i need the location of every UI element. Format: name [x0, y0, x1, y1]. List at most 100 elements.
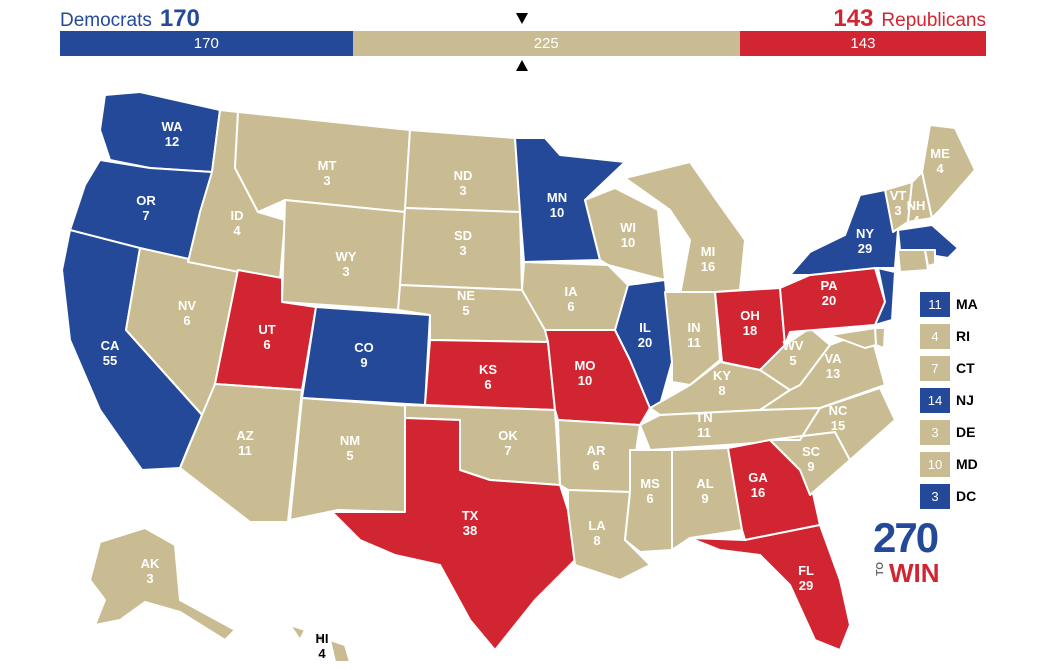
- state-ev: 9: [701, 491, 708, 506]
- state-label-ia: IA6: [565, 284, 579, 314]
- small-state-dc[interactable]: 3 DC: [920, 480, 978, 512]
- state-nj[interactable]: [874, 267, 896, 326]
- state-abbr: TN: [695, 410, 712, 425]
- state-abbr: OH: [740, 308, 760, 323]
- state-abbr: NY: [856, 226, 874, 241]
- state-abbr: CA: [101, 338, 120, 353]
- state-label-sd: SD3: [454, 228, 472, 258]
- state-ev: 9: [360, 355, 367, 370]
- state-ev: 3: [323, 173, 330, 188]
- state-fl[interactable]: [689, 524, 851, 651]
- majority-marker-up-icon: [516, 60, 528, 71]
- state-label-ms: MS6: [640, 476, 660, 506]
- state-ct[interactable]: [897, 249, 929, 273]
- small-state-ct[interactable]: 7 CT: [920, 352, 978, 384]
- state-ev: 4: [233, 223, 241, 238]
- state-ev: 4: [936, 161, 944, 176]
- 270towin-logo[interactable]: 270 TO WIN: [873, 516, 943, 589]
- state-ev: 6: [484, 377, 491, 392]
- state-abbr: IA: [565, 284, 579, 299]
- state-abbr: GA: [748, 470, 768, 485]
- small-state-ma[interactable]: 11 MA: [920, 288, 978, 320]
- state-az[interactable]: [179, 383, 303, 523]
- state-abbr: FL: [798, 563, 814, 578]
- state-label-hi: HI4: [316, 631, 329, 661]
- state-abbr: PA: [820, 278, 838, 293]
- state-ev: 3: [342, 264, 349, 279]
- state-ev: 38: [463, 523, 477, 538]
- state-tx[interactable]: [331, 417, 576, 651]
- state-ev: 8: [593, 533, 600, 548]
- republicans-total: 143 Republicans: [833, 5, 986, 33]
- state-hi[interactable]: [289, 624, 351, 663]
- state-ny[interactable]: [789, 189, 899, 276]
- democrats-count: 170: [159, 5, 200, 32]
- state-abbr: AZ: [236, 428, 253, 443]
- state-ak[interactable]: [89, 527, 236, 641]
- state-abbr: CO: [354, 340, 374, 355]
- state-abbr: MO: [575, 358, 596, 373]
- state-abbr: AK: [141, 556, 160, 571]
- state-abbr: WI: [620, 220, 636, 235]
- state-ev: 7: [142, 208, 149, 223]
- small-state-ev: 10: [920, 451, 950, 477]
- state-abbr: IL: [639, 320, 651, 335]
- small-state-abbr: RI: [956, 328, 970, 344]
- state-abbr: OR: [136, 193, 156, 208]
- small-state-md[interactable]: 10 MD: [920, 448, 978, 480]
- state-label-ks: KS6: [479, 362, 497, 392]
- state-label-ak: AK3: [141, 556, 160, 586]
- state-al[interactable]: [671, 447, 743, 551]
- state-abbr: LA: [588, 518, 606, 533]
- state-abbr: MN: [547, 190, 567, 205]
- state-abbr: AL: [696, 476, 713, 491]
- state-ev: 29: [858, 241, 872, 256]
- state-label-mt: MT3: [318, 158, 337, 188]
- state-ev: 18: [743, 323, 757, 338]
- small-state-abbr: DC: [956, 488, 977, 504]
- state-ev: 20: [638, 335, 652, 350]
- small-state-ev: 4: [920, 323, 950, 349]
- state-ev: 10: [621, 235, 635, 250]
- state-abbr: NH: [907, 198, 926, 213]
- state-md[interactable]: [829, 327, 877, 349]
- small-state-ri[interactable]: 4 RI: [920, 320, 978, 352]
- majority-marker-down-icon: [516, 13, 528, 24]
- state-ev: 6: [183, 313, 190, 328]
- state-abbr: ID: [231, 208, 244, 223]
- state-ev: 4: [318, 646, 326, 661]
- state-abbr: WY: [336, 249, 357, 264]
- state-label-ky: KY8: [713, 368, 731, 398]
- small-state-nj[interactable]: 14 NJ: [920, 384, 978, 416]
- state-abbr: UT: [258, 322, 275, 337]
- state-abbr: AR: [587, 443, 606, 458]
- state-label-vt: VT3: [890, 188, 907, 218]
- state-ev: 6: [263, 337, 270, 352]
- state-wa[interactable]: [99, 91, 221, 173]
- state-ev: 11: [687, 335, 701, 350]
- small-state-de[interactable]: 3 DE: [920, 416, 978, 448]
- state-ri[interactable]: [924, 249, 936, 267]
- state-ev: 10: [550, 205, 564, 220]
- state-label-nv: NV6: [178, 298, 196, 328]
- state-ev: 5: [789, 353, 796, 368]
- state-ev: 20: [822, 293, 836, 308]
- state-ev: 3: [459, 183, 466, 198]
- state-ev: 11: [238, 443, 252, 458]
- state-label-wv: WV5: [783, 338, 804, 368]
- republicans-count: 143: [833, 5, 874, 32]
- state-ev: 3: [894, 203, 901, 218]
- electoral-vote-bar: 170 225 143: [60, 31, 986, 56]
- logo-to: TO: [875, 562, 886, 576]
- state-me[interactable]: [921, 124, 976, 219]
- democrats-label: Democrats: [60, 10, 152, 31]
- small-state-ev: 14: [920, 387, 950, 413]
